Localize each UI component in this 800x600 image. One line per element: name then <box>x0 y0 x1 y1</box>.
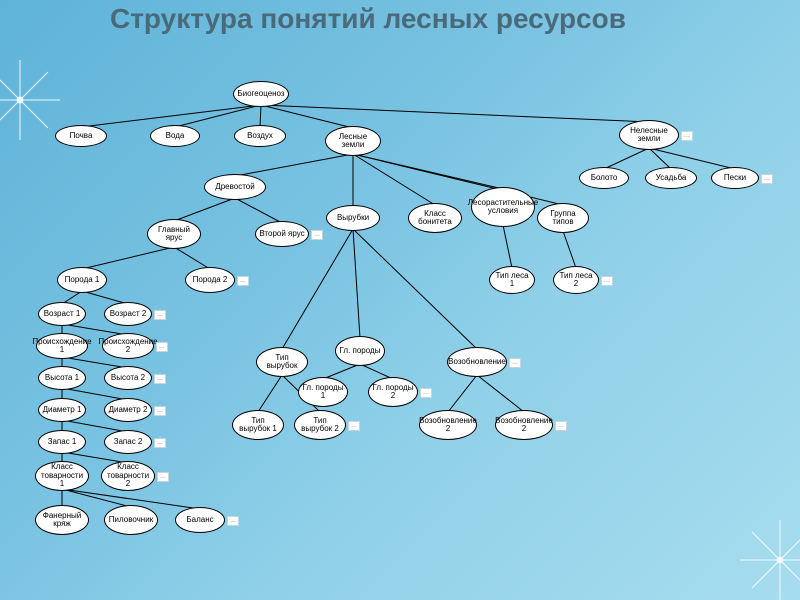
ellipsis-tag: ... <box>509 358 521 368</box>
node-lru: Лесорастительные условия <box>471 187 535 227</box>
node-sp1: Порода 1 <box>57 267 107 293</box>
node-re2: Возобновление 2 <box>495 410 553 440</box>
node-d2: Диаметр 2 <box>104 398 152 422</box>
node-st1: Запас 1 <box>38 430 86 454</box>
node-re1: Возобновление 2 <box>419 410 477 440</box>
slide: Структура понятий лесных ресурсов Биогео… <box>0 0 800 600</box>
ellipsis-tag: ... <box>311 230 323 240</box>
node-h2: Высота 2 <box>104 366 152 390</box>
node-or2: Происхождение 2 <box>102 333 154 359</box>
ellipsis-tag: ... <box>420 388 432 398</box>
node-sands: Пески <box>711 167 759 189</box>
node-grtype: Группа типов <box>537 203 589 233</box>
ellipsis-tag: ... <box>154 438 166 448</box>
node-air: Воздух <box>234 125 286 147</box>
node-regen: Возобновление <box>447 347 507 377</box>
ellipsis-tag: ... <box>681 131 693 141</box>
ellipsis-tag: ... <box>348 421 360 431</box>
node-sp2: Порода 2 <box>185 267 235 293</box>
node-soil: Почва <box>55 125 107 147</box>
node-age2: Возраст 2 <box>104 302 152 326</box>
node-d1: Диаметр 1 <box>38 398 86 422</box>
ellipsis-tag: ... <box>237 276 249 286</box>
node-cuts: Вырубки <box>326 205 380 231</box>
node-ct1: Тип вырубок 1 <box>232 410 284 440</box>
node-mc2: Класс товарности 2 <box>101 461 155 491</box>
node-msp: Гл. породы <box>335 336 385 366</box>
node-water: Вода <box>150 125 200 147</box>
node-saw: Пиловочник <box>104 505 158 535</box>
ellipsis-tag: ... <box>761 174 773 184</box>
node-h1: Высота 1 <box>38 366 86 390</box>
slide-title: Структура понятий лесных ресурсов <box>110 4 626 35</box>
node-ft1: Тип леса 1 <box>489 266 535 294</box>
node-bonitet: Класс бонитета <box>408 203 462 233</box>
ellipsis-tag: ... <box>601 276 613 286</box>
node-mc1: Класс товарности 1 <box>35 461 89 491</box>
node-tier1: Главный ярус <box>147 219 201 249</box>
node-nonforest: Нелесные земли <box>619 120 679 150</box>
node-tier2: Второй ярус <box>255 221 309 247</box>
node-stand: Древостой <box>204 174 266 200</box>
node-pulp: Баланс <box>175 507 225 533</box>
lens-flare-left <box>0 60 60 140</box>
node-forest: Лесные земли <box>325 126 381 156</box>
node-veneer: Фанерный кряж <box>35 505 89 535</box>
node-cuttype: Тип вырубок <box>256 347 308 377</box>
node-msp2: Гл. породы 2 <box>368 377 418 407</box>
node-st2: Запас 2 <box>104 430 152 454</box>
ellipsis-tag: ... <box>154 310 166 320</box>
ellipsis-tag: ... <box>157 472 169 482</box>
node-ft2: Тип леса 2 <box>553 266 599 294</box>
node-age1: Возраст 1 <box>38 302 86 326</box>
node-msp1: Гл. породы 1 <box>298 377 348 407</box>
ellipsis-tag: ... <box>154 374 166 384</box>
lens-flare-right <box>740 520 800 600</box>
ellipsis-tag: ... <box>227 516 239 526</box>
node-ct2: Тип вырубок 2 <box>294 410 346 440</box>
node-estate: Усадьба <box>645 167 697 189</box>
node-bio: Биогеоценоз <box>233 81 289 107</box>
ellipsis-tag: ... <box>555 421 567 431</box>
node-or1: Происхождение 1 <box>36 333 88 359</box>
ellipsis-tag: ... <box>156 342 168 352</box>
ellipsis-tag: ... <box>154 406 166 416</box>
node-bog: Болото <box>579 167 629 189</box>
